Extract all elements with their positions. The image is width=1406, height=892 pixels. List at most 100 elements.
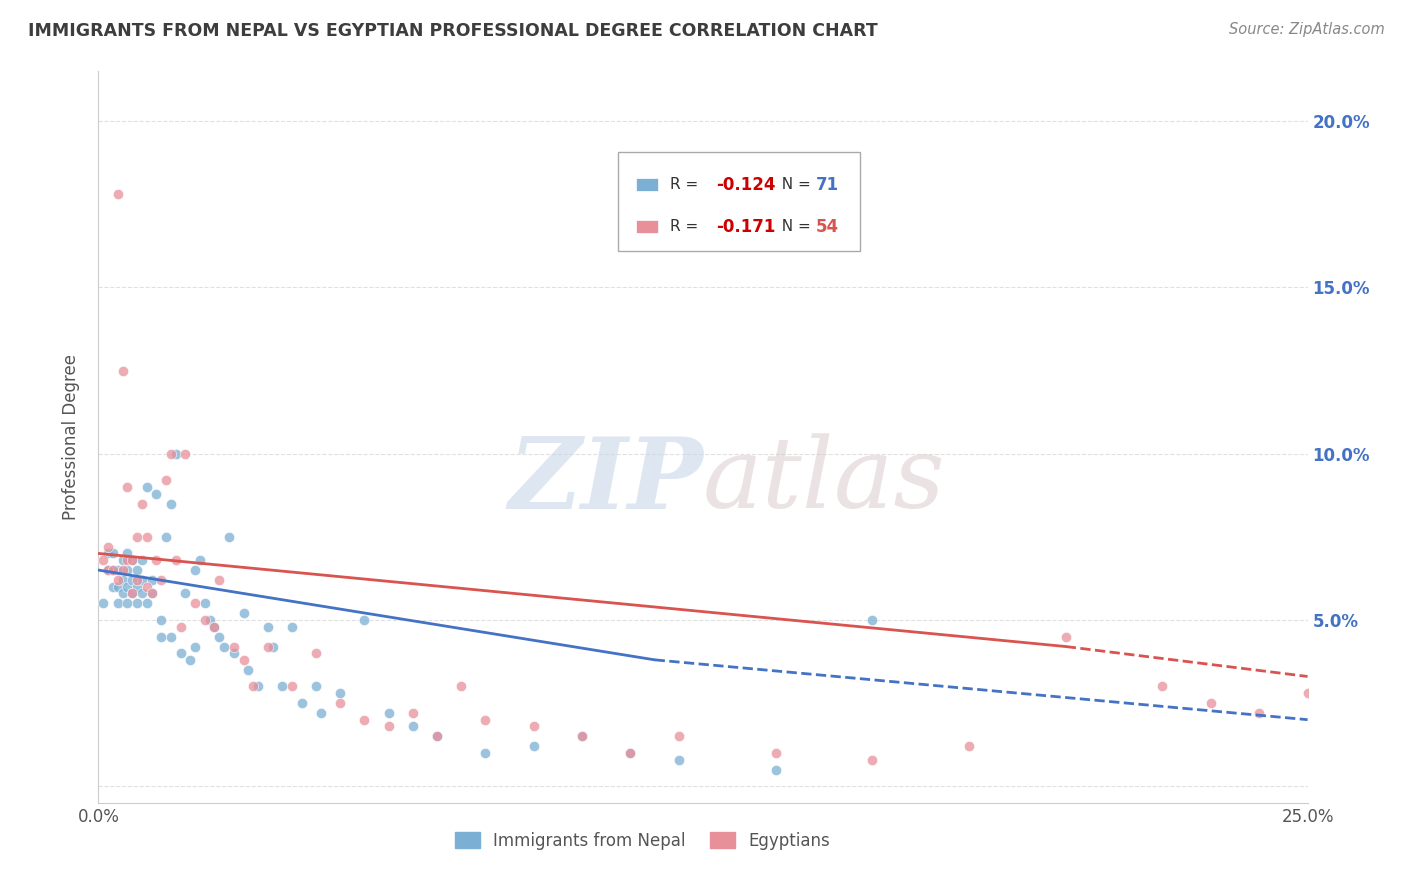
Text: N =: N = <box>772 219 815 235</box>
Point <box>131 553 153 567</box>
Point <box>208 573 231 587</box>
Point <box>91 596 114 610</box>
Point <box>179 653 201 667</box>
Point <box>184 563 207 577</box>
Point <box>212 640 235 654</box>
Point <box>165 447 187 461</box>
Y-axis label: Professional Degree: Professional Degree <box>62 354 80 520</box>
Point <box>111 573 134 587</box>
Point <box>402 719 425 733</box>
Point <box>150 573 173 587</box>
FancyBboxPatch shape <box>637 220 658 234</box>
Point <box>141 586 163 600</box>
Point <box>174 447 197 461</box>
Point <box>309 706 332 720</box>
Point <box>619 746 641 760</box>
Point <box>145 486 167 500</box>
Point <box>668 729 690 743</box>
Point <box>860 613 883 627</box>
Point <box>353 713 375 727</box>
Point <box>111 553 134 567</box>
Point <box>127 596 149 610</box>
Point <box>111 586 134 600</box>
Point <box>232 607 254 621</box>
Text: N =: N = <box>772 178 815 193</box>
Point <box>117 480 139 494</box>
Point <box>107 573 129 587</box>
Point <box>619 746 641 760</box>
Point <box>117 580 139 594</box>
Point <box>141 573 163 587</box>
Point <box>135 480 157 494</box>
Point <box>262 640 284 654</box>
Point <box>121 586 143 600</box>
Point <box>571 729 593 743</box>
Point <box>426 729 449 743</box>
Point <box>222 646 245 660</box>
Point <box>1249 706 1271 720</box>
Point <box>402 706 425 720</box>
Point <box>169 619 191 633</box>
Point <box>97 563 120 577</box>
Text: -0.124: -0.124 <box>716 176 776 194</box>
Point <box>101 563 124 577</box>
Point <box>426 729 449 743</box>
Point <box>184 596 207 610</box>
Point <box>194 596 217 610</box>
Point <box>131 573 153 587</box>
Point <box>329 686 352 700</box>
Text: IMMIGRANTS FROM NEPAL VS EGYPTIAN PROFESSIONAL DEGREE CORRELATION CHART: IMMIGRANTS FROM NEPAL VS EGYPTIAN PROFES… <box>28 22 877 40</box>
Point <box>91 553 114 567</box>
Point <box>1152 680 1174 694</box>
Point <box>155 473 177 487</box>
Point <box>135 530 157 544</box>
Text: R =: R = <box>671 178 703 193</box>
Text: Source: ZipAtlas.com: Source: ZipAtlas.com <box>1229 22 1385 37</box>
Point <box>184 640 207 654</box>
Point <box>155 530 177 544</box>
Point <box>97 540 120 554</box>
Point <box>117 596 139 610</box>
Point <box>1296 686 1319 700</box>
Point <box>860 753 883 767</box>
Point <box>238 663 260 677</box>
Point <box>160 630 183 644</box>
Point <box>218 530 240 544</box>
Point <box>474 746 496 760</box>
Point <box>117 563 139 577</box>
Point <box>290 696 312 710</box>
Text: ZIP: ZIP <box>508 433 703 529</box>
Point <box>232 653 254 667</box>
Point <box>111 363 134 377</box>
Point <box>523 739 546 754</box>
Point <box>160 447 183 461</box>
Point <box>127 580 149 594</box>
Point <box>450 680 472 694</box>
Point <box>271 680 294 694</box>
Point <box>256 640 278 654</box>
Point <box>765 746 787 760</box>
FancyBboxPatch shape <box>637 178 658 191</box>
Point <box>247 680 270 694</box>
Point <box>1199 696 1222 710</box>
Point <box>305 646 328 660</box>
Point <box>765 763 787 777</box>
Point <box>131 497 153 511</box>
Point <box>377 706 399 720</box>
Point <box>169 646 191 660</box>
Point <box>353 613 375 627</box>
Text: atlas: atlas <box>703 434 946 529</box>
Point <box>107 563 129 577</box>
Point <box>668 753 690 767</box>
Point <box>256 619 278 633</box>
Point <box>127 573 149 587</box>
Point <box>204 619 226 633</box>
Point <box>121 586 143 600</box>
Point <box>571 729 593 743</box>
Point <box>101 580 124 594</box>
Point <box>204 619 226 633</box>
Point <box>150 630 173 644</box>
Point <box>174 586 197 600</box>
Point <box>329 696 352 710</box>
Point <box>127 563 149 577</box>
